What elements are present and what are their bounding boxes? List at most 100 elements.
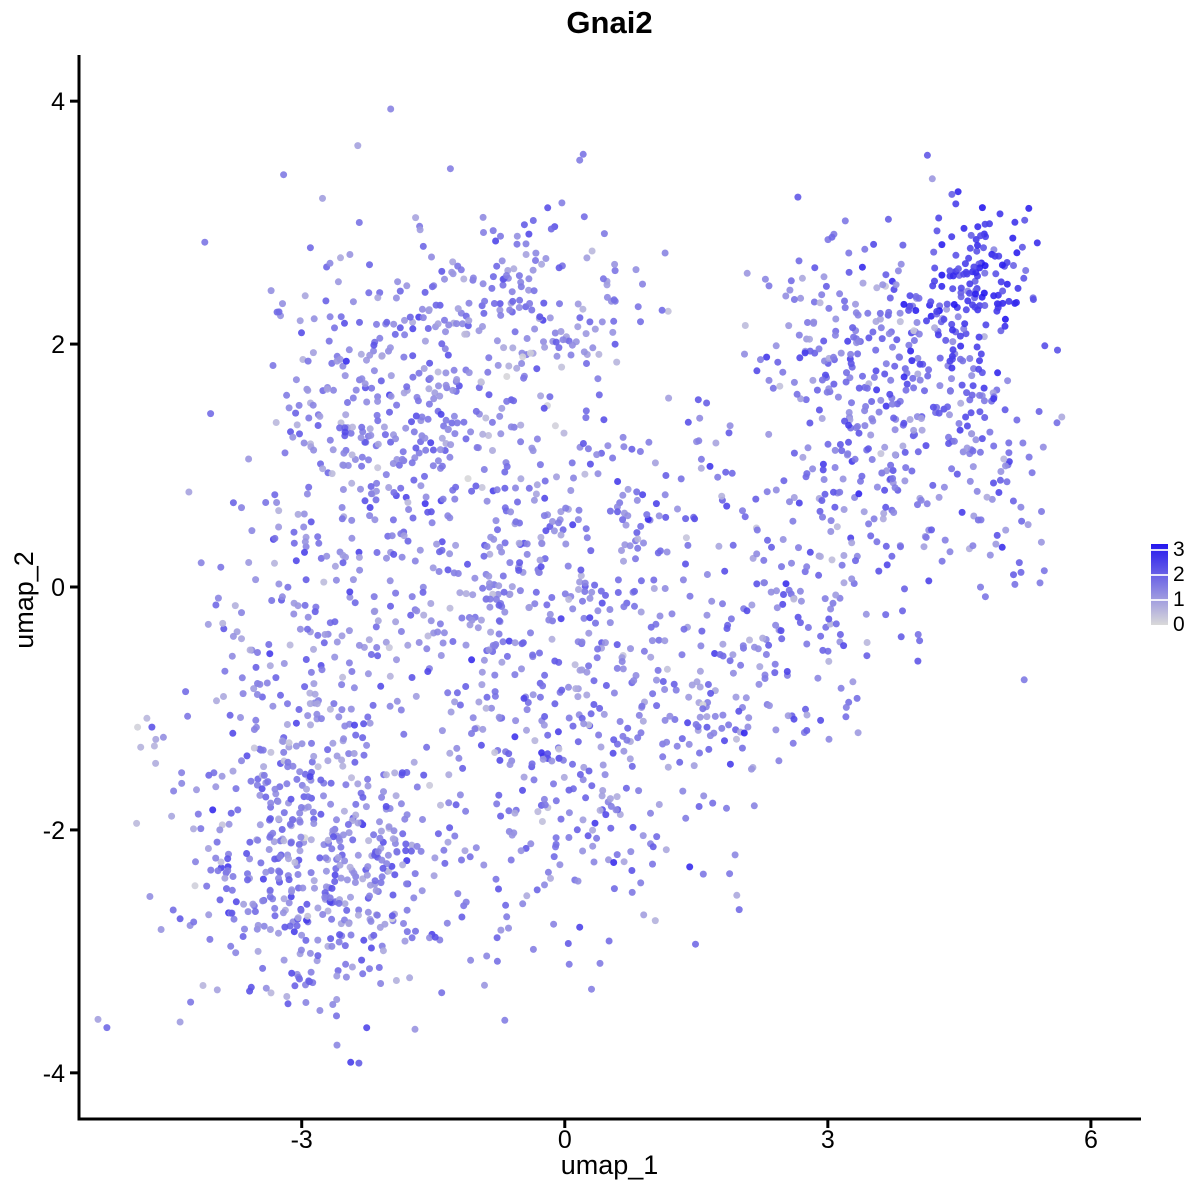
data-point — [333, 357, 341, 365]
data-point — [350, 750, 358, 757]
data-point — [576, 771, 584, 778]
data-point — [301, 548, 308, 556]
data-point — [178, 769, 186, 777]
data-point — [949, 326, 956, 334]
data-point — [639, 491, 647, 499]
data-point — [336, 861, 344, 869]
data-point — [300, 510, 308, 518]
data-point — [574, 300, 582, 308]
data-point — [481, 297, 489, 305]
data-point — [636, 448, 644, 455]
data-point — [552, 797, 560, 805]
data-point — [404, 641, 412, 649]
data-point — [309, 808, 317, 816]
data-point — [240, 900, 248, 908]
data-point — [533, 481, 541, 489]
data-point — [967, 409, 975, 417]
data-point — [790, 378, 798, 386]
data-point — [961, 260, 969, 268]
data-point — [1028, 469, 1036, 477]
data-point — [877, 324, 885, 332]
data-point — [497, 812, 505, 820]
data-point — [520, 374, 528, 382]
data-point — [540, 721, 548, 729]
data-point — [591, 325, 599, 333]
data-point — [774, 358, 782, 366]
data-point — [1019, 439, 1027, 447]
data-point — [483, 693, 491, 701]
data-point — [903, 380, 911, 388]
data-point — [362, 803, 370, 811]
data-point — [806, 419, 814, 427]
data-point — [885, 308, 893, 316]
data-point — [755, 680, 763, 688]
data-point — [187, 998, 195, 1006]
data-point — [647, 809, 654, 817]
data-point — [865, 334, 873, 342]
data-point — [596, 806, 604, 814]
data-point — [890, 509, 898, 516]
data-point — [816, 553, 824, 560]
data-point — [480, 466, 488, 473]
data-point — [520, 221, 528, 229]
data-point — [948, 352, 956, 360]
data-point — [543, 601, 551, 609]
data-point — [804, 444, 812, 452]
data-point — [450, 412, 458, 420]
data-point — [334, 967, 342, 975]
data-point — [434, 830, 442, 838]
data-point — [921, 387, 928, 395]
data-point — [387, 105, 395, 113]
data-point — [304, 712, 312, 720]
data-point — [143, 714, 151, 722]
data-point — [673, 742, 681, 750]
data-point — [508, 288, 516, 296]
data-point — [408, 459, 416, 467]
data-point — [887, 376, 895, 384]
data-point — [224, 855, 232, 863]
data-point — [430, 395, 438, 403]
data-point — [275, 929, 282, 937]
data-point — [212, 854, 220, 862]
data-point — [397, 800, 405, 808]
data-point — [803, 640, 811, 648]
data-point — [596, 704, 604, 712]
data-point — [609, 328, 617, 336]
colorbar-label: 2 — [1173, 563, 1185, 587]
data-point — [914, 631, 922, 638]
data-point — [803, 711, 811, 719]
data-point — [389, 460, 397, 467]
data-point — [324, 907, 332, 915]
data-point — [277, 691, 284, 699]
data-point — [780, 477, 788, 485]
data-point — [957, 342, 965, 350]
data-point — [854, 337, 862, 345]
data-point — [410, 894, 418, 902]
data-point — [330, 833, 337, 841]
data-point — [547, 874, 554, 882]
data-point — [900, 419, 908, 427]
data-point — [553, 473, 560, 481]
data-point — [415, 449, 423, 457]
data-point — [595, 391, 603, 399]
data-point — [938, 271, 946, 279]
data-point — [346, 588, 354, 596]
data-point — [241, 925, 248, 933]
data-point — [925, 366, 933, 374]
data-point — [214, 594, 222, 602]
data-point — [968, 430, 976, 438]
data-point — [916, 360, 924, 368]
data-point — [726, 870, 734, 878]
data-point — [610, 736, 618, 744]
data-point — [480, 656, 488, 664]
data-point — [227, 942, 235, 950]
data-point — [275, 874, 282, 882]
data-point — [445, 799, 453, 807]
data-point — [310, 752, 318, 760]
data-point — [816, 507, 824, 515]
data-point — [292, 557, 300, 565]
data-point — [946, 387, 954, 395]
data-point — [831, 446, 839, 454]
data-point — [910, 384, 918, 392]
data-point — [879, 281, 887, 289]
